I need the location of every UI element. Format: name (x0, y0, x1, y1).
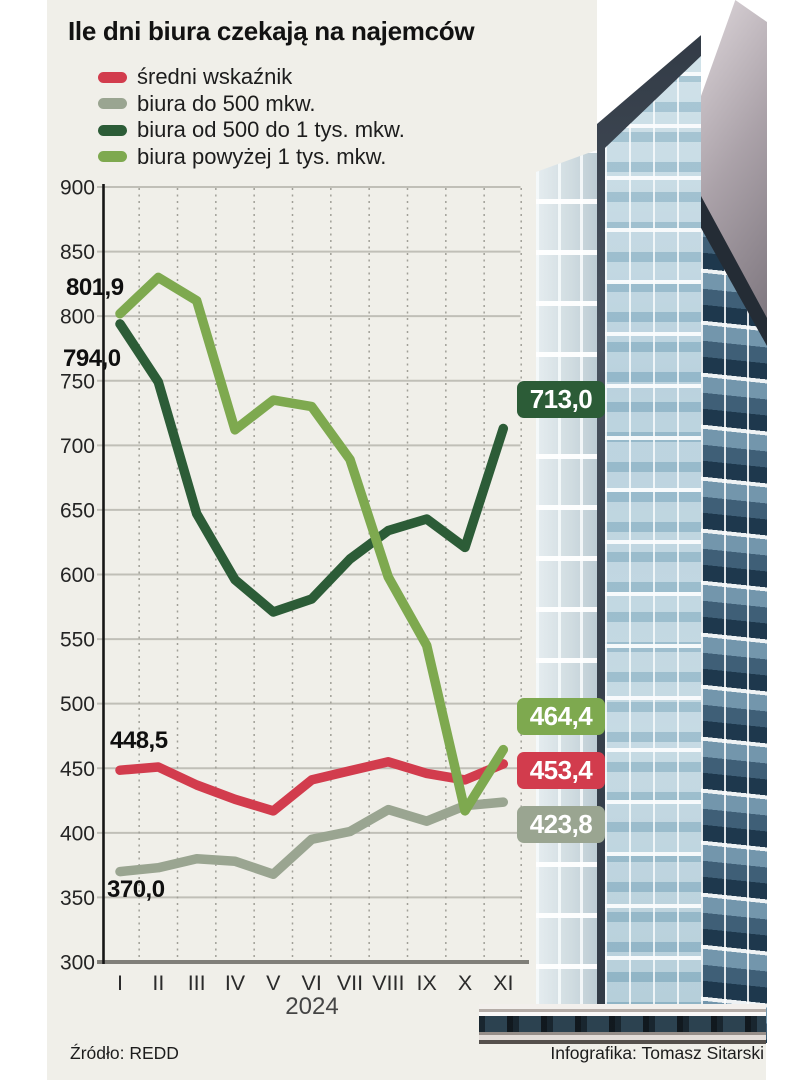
x-tick-label: VII (337, 971, 363, 995)
legend-swatch-large-offices (98, 151, 127, 163)
end-value-badge-small-offices: 423,8 (517, 806, 605, 843)
legend-label: biura do 500 mkw. (137, 90, 316, 116)
page-title: Ile dni biura czekają na najemców (68, 16, 475, 46)
x-tick-label: V (266, 971, 281, 995)
x-tick-label: XI (493, 971, 513, 995)
x-tick-label: II (152, 971, 164, 995)
legend-swatch-medium-offices (98, 124, 127, 136)
x-tick-label: VIII (372, 971, 404, 995)
series-line-biura-do-500-mkw- (115, 797, 509, 879)
legend-swatch-average (98, 71, 127, 83)
y-tick-label: 650 (60, 499, 95, 522)
legend-item-small-offices: biura do 500 mkw. (98, 91, 405, 118)
x-tick-label: IV (225, 971, 246, 995)
left-margin (0, 0, 47, 1080)
start-value-average: 448,5 (110, 727, 168, 754)
x-tick-label: IX (416, 971, 436, 995)
y-tick-label: 350 (60, 887, 95, 910)
source-note: Źródło: REDD (70, 1043, 179, 1063)
end-value-badge-average: 453,4 (517, 752, 605, 789)
legend-label: średni wskaźnik (137, 64, 293, 90)
y-tick-label: 300 (60, 952, 95, 975)
end-value-badge-medium-offices: 713,0 (517, 381, 605, 418)
x-tick-label: III (188, 971, 206, 995)
legend-item-average: średni wskaźnik (98, 64, 405, 91)
y-tick-label: 750 (60, 370, 95, 393)
legend-swatch-small-offices (98, 98, 127, 110)
x-tick-label: VI (302, 971, 322, 995)
start-value-small-offices: 370,0 (107, 876, 165, 903)
building-podium (479, 1004, 766, 1044)
legend-item-medium-offices: biura od 500 do 1 tys. mkw. (98, 117, 405, 144)
y-tick-label: 850 (60, 241, 95, 264)
x-tick-label: X (458, 971, 472, 995)
start-value-large-offices: 801,9 (66, 274, 124, 301)
legend: średni wskaźnik biura do 500 mkw. biura … (98, 64, 405, 170)
legend-label: biura od 500 do 1 tys. mkw. (137, 117, 405, 143)
y-tick-label: 550 (60, 629, 95, 652)
start-value-medium-offices: 794,0 (63, 345, 121, 372)
y-tick-label: 800 (60, 306, 95, 329)
y-tick-label: 500 (60, 693, 95, 716)
series-line-biura-od-500-do-1-tys-mkw- (115, 319, 509, 617)
y-tick-label: 450 (60, 758, 95, 781)
x-tick-label: I (117, 971, 123, 995)
building-main-tower-glass (605, 56, 701, 1043)
building-side-face (701, 0, 767, 1043)
y-tick-label: 600 (60, 564, 95, 587)
legend-item-large-offices: biura powyżej 1 tys. mkw. (98, 144, 405, 171)
credit-note: Infografika: Tomasz Sitarski (550, 1043, 764, 1063)
series-line--redni-wska-nik (115, 757, 509, 816)
series-line-biura-powy-ej-1-tys-mkw- (115, 272, 509, 816)
building-left-tower (536, 148, 602, 1043)
end-value-badge-large-offices: 464,4 (517, 698, 605, 735)
legend-label: biura powyżej 1 tys. mkw. (137, 143, 387, 169)
y-tick-label: 400 (60, 822, 95, 845)
y-tick-label: 900 (60, 177, 95, 200)
y-tick-label: 700 (60, 435, 95, 458)
x-axis-year-label: 2024 (285, 993, 339, 1020)
